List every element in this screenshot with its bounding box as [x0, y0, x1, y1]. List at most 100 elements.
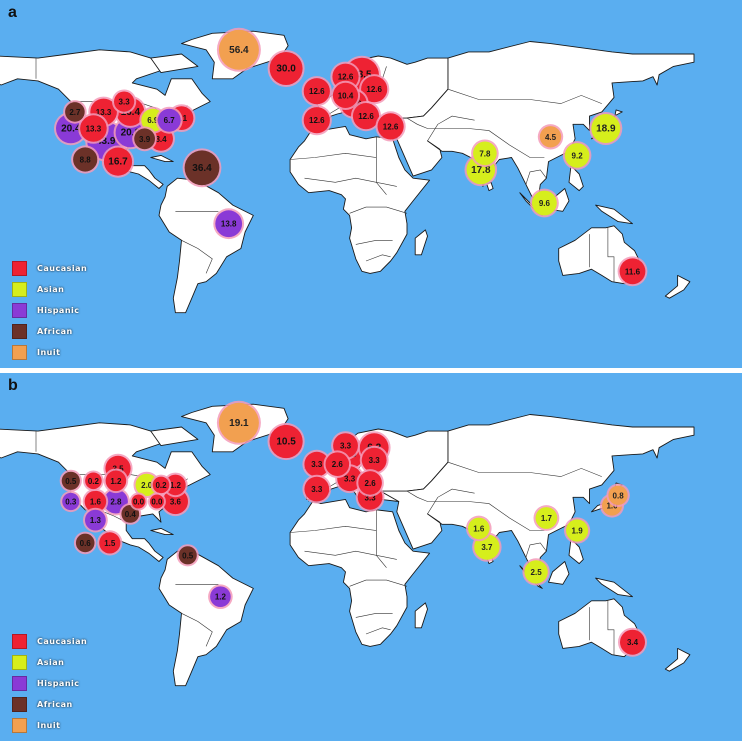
marker-circle [178, 546, 197, 565]
legend: Caucasian Asian Hispanic African Inuit [12, 631, 87, 736]
panel-label: a [8, 4, 17, 21]
country-border [181, 240, 213, 274]
world-map-svg: 19.110.56.66.23.73.63.53.43.33.33.33.33.… [0, 400, 695, 687]
marker-value: 12.6 [366, 85, 382, 94]
land-layer [0, 30, 695, 314]
marker-hispanic: 1.2 [208, 584, 233, 609]
country-border [376, 157, 387, 195]
marker-hispanic: 6.7 [155, 106, 183, 134]
marker-value: 18.9 [596, 124, 616, 135]
marker-african: 3.9 [132, 126, 158, 152]
marker-value: 16.7 [108, 157, 128, 168]
marker-value: 4.5 [545, 133, 557, 142]
legend-label: Inuit [37, 721, 61, 730]
marker-circle [473, 141, 497, 166]
marker-value: 12.6 [383, 122, 399, 131]
landmass-madagascar [414, 229, 428, 256]
marker-layer: 19.110.56.66.23.73.63.53.43.33.33.33.33.… [59, 400, 647, 657]
land-layer [0, 403, 695, 687]
marker-circle [84, 490, 107, 513]
legend-label: Asian [37, 658, 65, 667]
legend-swatch [12, 345, 27, 360]
marker-value: 30.0 [276, 64, 296, 75]
marker-value: 13.3 [86, 125, 102, 134]
marker-caucasian: 12.6 [350, 101, 382, 132]
marker-value: 9.2 [572, 151, 584, 160]
landmass-asia [379, 414, 695, 573]
marker-value: 1.2 [215, 593, 227, 602]
marker-circle [304, 451, 330, 477]
marker-african: 8.8 [71, 145, 100, 174]
legend-swatch [12, 282, 27, 297]
marker-value: 3.3 [369, 456, 381, 465]
marker-value: 3.3 [311, 460, 323, 469]
marker-circle [65, 102, 85, 122]
marker-circle [184, 150, 220, 186]
legend-item-hispanic: Hispanic [12, 300, 87, 321]
marker-value: 1.7 [541, 514, 553, 523]
marker-circle [361, 447, 387, 473]
landmass-cuba [150, 154, 174, 163]
marker-caucasian: 3.4 [618, 627, 647, 657]
legend-item-african: African [12, 694, 87, 715]
marker-asian: 18.9 [589, 112, 623, 145]
marker-value: 3.3 [119, 98, 131, 107]
marker-inuit: 56.4 [216, 27, 261, 72]
country-border [406, 117, 545, 158]
landmass-baffin [150, 426, 199, 447]
landmass-madagascar [414, 602, 428, 629]
marker-caucasian: 12.6 [301, 76, 332, 107]
marker-circle [135, 473, 158, 497]
marker-caucasian: 0.2 [83, 470, 104, 492]
marker-african: 36.4 [182, 148, 222, 188]
marker-value: 1.3 [90, 516, 102, 525]
marker-circle [73, 147, 98, 172]
country-border [525, 169, 547, 185]
marker-value: 36.4 [192, 163, 212, 174]
marker-value: 2.7 [69, 108, 81, 117]
marker-asian: 9.2 [562, 141, 592, 170]
marker-value: 3.6 [170, 498, 182, 507]
legend-label: African [37, 700, 73, 709]
marker-circle [468, 517, 490, 540]
marker-circle [361, 76, 388, 103]
legend-swatch [12, 261, 27, 276]
landmass-philippines [568, 165, 584, 192]
marker-value: 12.6 [338, 73, 354, 82]
marker-circle [99, 532, 121, 554]
country-border [447, 88, 602, 104]
marker-value: 3.3 [311, 485, 323, 494]
landmass-africa [289, 498, 431, 647]
marker-value: 7.8 [479, 149, 491, 158]
legend: Caucasian Asian Hispanic African Inuit [12, 258, 87, 363]
legend-label: African [37, 327, 73, 336]
marker-value: 16.4 [121, 107, 141, 118]
marker-circle [210, 586, 231, 607]
country-border [607, 227, 615, 282]
marker-caucasian: 12.6 [301, 105, 332, 136]
marker-circle [352, 103, 380, 130]
legend-label: Caucasian [37, 264, 88, 273]
marker-caucasian: 10.5 [267, 422, 305, 461]
marker-circle [539, 126, 562, 148]
marker-asian: 1.6 [466, 515, 492, 542]
marker-value: 3.9 [139, 135, 151, 144]
marker-asian: 1.7 [533, 505, 560, 531]
marker-circle [75, 533, 95, 553]
marker-value: 8.4 [155, 135, 167, 144]
marker-value: 2.5 [531, 568, 543, 577]
country-border [355, 613, 393, 618]
legend-swatch [12, 324, 27, 339]
marker-circle [564, 143, 590, 168]
marker-asian: 9.6 [530, 188, 559, 218]
marker-value: 1.6 [90, 498, 102, 507]
marker-asian: 2.5 [522, 558, 550, 586]
marker-value: 43.9 [96, 136, 116, 147]
marker-value: 12.6 [358, 112, 374, 121]
marker-caucasian: 10.4 [330, 80, 361, 110]
landmass-new-guinea [595, 577, 633, 598]
marker-value: 3.3 [365, 493, 377, 502]
marker-value: 56.4 [229, 45, 249, 56]
marker-african: 2.7 [63, 100, 87, 124]
landmass-south-america [158, 550, 254, 687]
